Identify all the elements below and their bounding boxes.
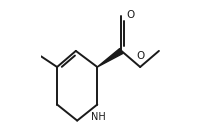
- Text: O: O: [137, 51, 145, 61]
- Polygon shape: [97, 49, 123, 67]
- Text: NH: NH: [91, 112, 106, 122]
- Text: O: O: [126, 10, 134, 20]
